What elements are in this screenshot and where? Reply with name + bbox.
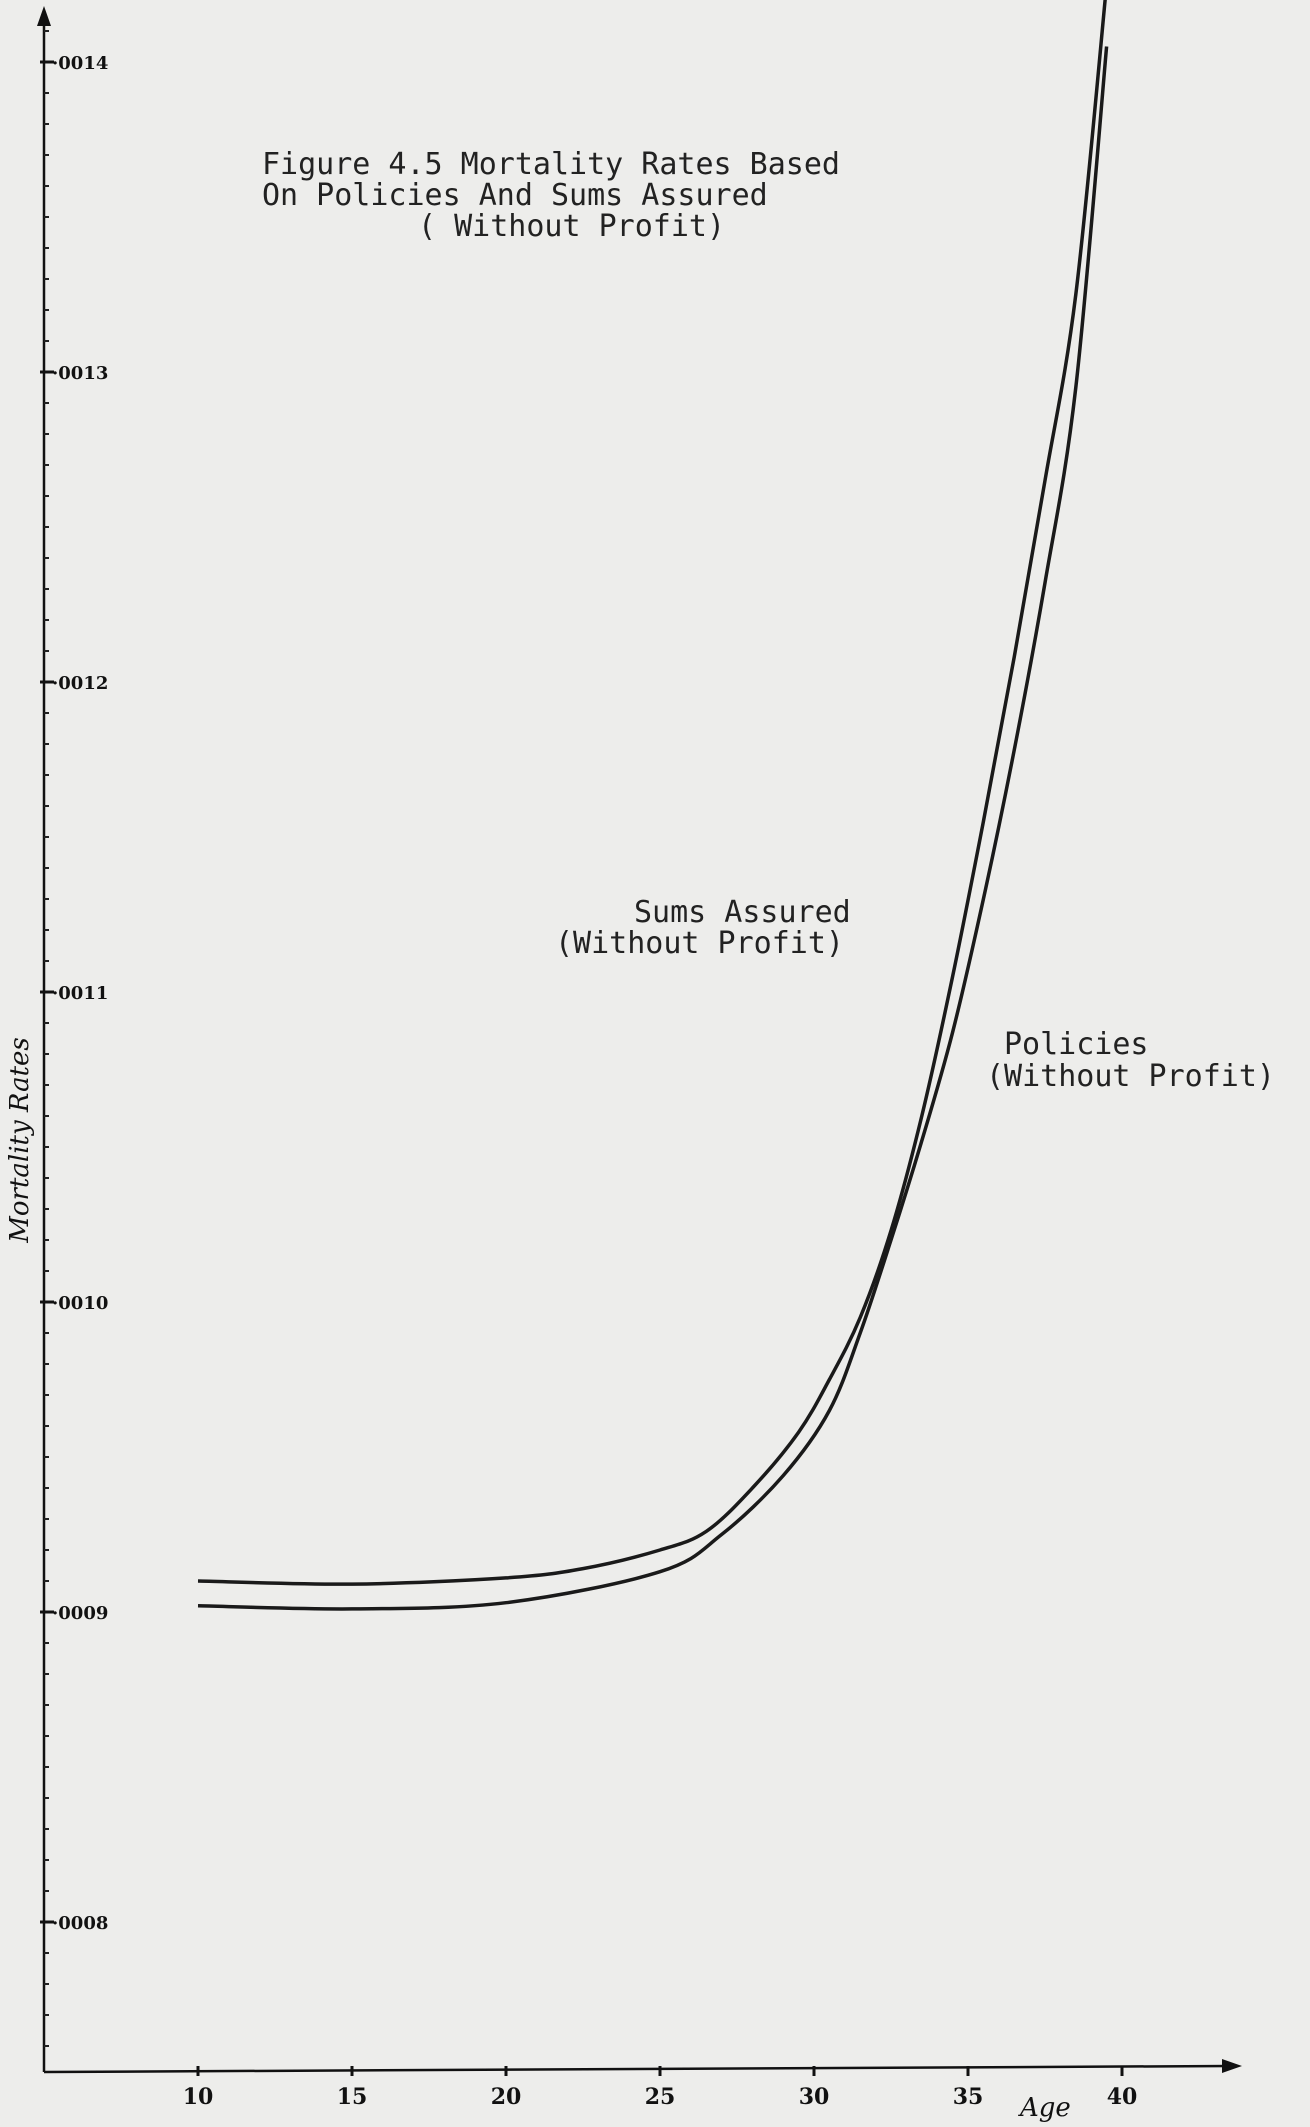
y-tick-label: ·0009 xyxy=(52,1603,108,1624)
series-label-sums-assured-line-1: Sums Assured xyxy=(634,895,851,930)
chart-title: Figure 4.5 Mortality Rates Based On Poli… xyxy=(262,147,840,244)
x-tick-label: 20 xyxy=(491,2084,522,2110)
series-line-policies xyxy=(197,46,1109,1611)
x-tick-label: 15 xyxy=(337,2084,368,2110)
series-label-policies: Policies (Without Profit) xyxy=(986,1027,1275,1094)
x-axis-ticks: 10 15 20 25 30 35 40 xyxy=(183,2066,1138,2110)
x-axis xyxy=(43,2059,1242,2074)
x-tick-label: 10 xyxy=(183,2084,214,2110)
series-layer xyxy=(197,0,1109,1611)
y-axis xyxy=(37,6,51,2072)
x-axis-arrow xyxy=(1222,2059,1242,2073)
y-tick-label: ·0014 xyxy=(52,53,108,74)
y-axis-arrow xyxy=(37,6,51,26)
x-tick-label: 25 xyxy=(645,2084,676,2110)
y-axis-title: Mortality Rates xyxy=(5,1037,35,1244)
y-tick-label: ·0011 xyxy=(52,983,108,1004)
series-line-sums-assured xyxy=(197,0,1107,1586)
y-axis-ticks: ·0008 ·0009 ·0010 ·0011 ·0012 ·0013 ·0014 xyxy=(40,53,108,1934)
chart-title-line-3: ( Without Profit) xyxy=(418,209,725,244)
x-axis-title: Age xyxy=(1018,2093,1071,2123)
x-tick-label: 30 xyxy=(799,2084,830,2110)
y-tick-label: ·0013 xyxy=(52,363,108,384)
y-tick-label: ·0012 xyxy=(52,673,108,694)
series-label-sums-assured: Sums Assured (Without Profit) xyxy=(555,895,851,961)
series-label-policies-line-1: Policies xyxy=(1004,1027,1149,1062)
chart-title-line-2: On Policies And Sums Assured xyxy=(262,178,768,213)
chart-title-line-1: Figure 4.5 Mortality Rates Based xyxy=(262,147,840,182)
x-tick-label: 35 xyxy=(953,2084,984,2110)
y-tick-label: ·0008 xyxy=(52,1913,108,1934)
series-label-sums-assured-line-2: (Without Profit) xyxy=(555,926,844,961)
x-tick-label: 40 xyxy=(1107,2084,1138,2110)
series-label-policies-line-2: (Without Profit) xyxy=(986,1059,1275,1094)
y-tick-label: ·0010 xyxy=(52,1293,108,1314)
